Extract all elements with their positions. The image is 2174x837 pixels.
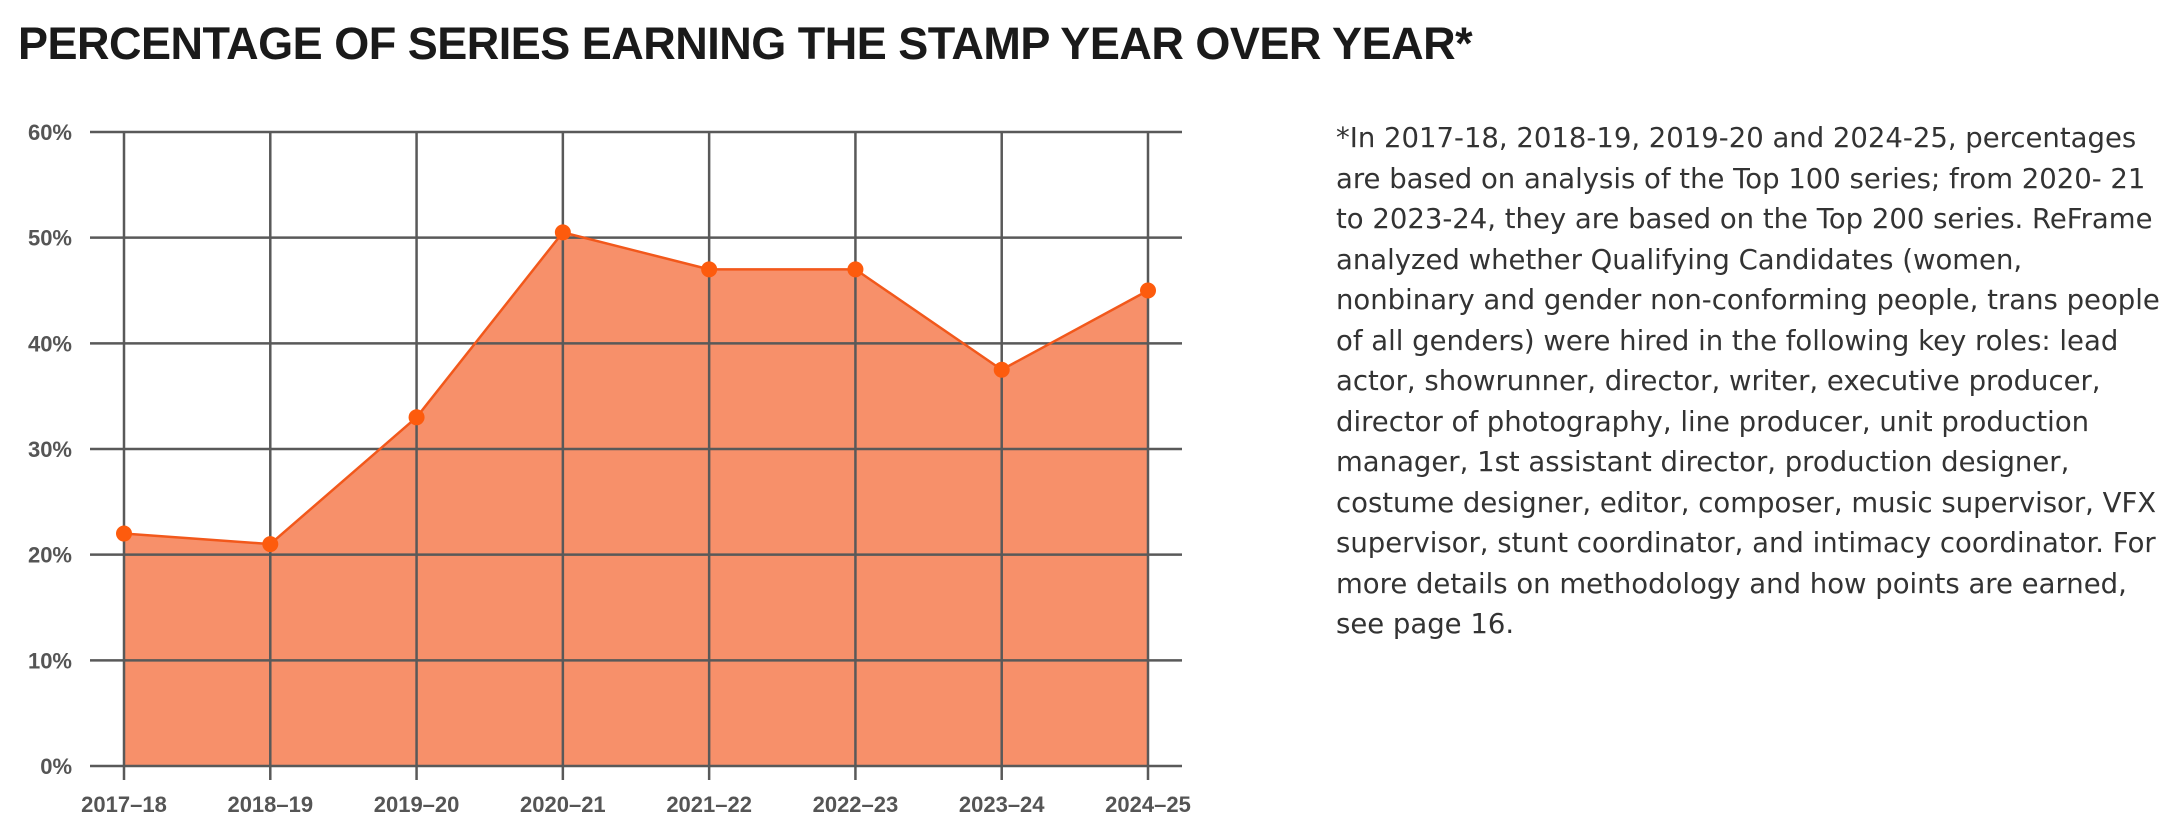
methodology-footnote: *In 2017-18, 2018-19, 2019-20 and 2024-2… — [1336, 122, 2160, 640]
y-tick-label: 40% — [28, 331, 72, 356]
data-point — [116, 525, 132, 542]
x-tick-label: 2024–25 — [1105, 792, 1191, 817]
chart-title: PERCENTAGE OF SERIES EARNING THE STAMP Y… — [18, 18, 1473, 69]
data-point — [262, 536, 279, 553]
y-tick-label: 20% — [28, 543, 72, 568]
y-tick-label: 60% — [28, 120, 72, 145]
x-tick-label: 2017–18 — [81, 792, 167, 817]
area-fill — [124, 232, 1148, 767]
x-tick-label: 2021–22 — [666, 792, 752, 817]
marker-layer — [116, 224, 1156, 553]
data-point — [993, 361, 1010, 378]
grid-layer — [90, 130, 1182, 780]
y-tick-label: 0% — [40, 754, 72, 779]
area-chart: 0% 10% 20% 30% 40% 50% 60% 2017–18 2018–19 2019–… — [28, 120, 1191, 817]
x-tick-label: 2022–23 — [813, 792, 899, 817]
data-point — [1140, 282, 1156, 299]
y-axis-tick-labels: 0% 10% 20% 30% 40% 50% 60% — [28, 120, 72, 779]
series-line — [123, 231, 1149, 546]
data-point — [701, 261, 718, 278]
data-point — [847, 261, 864, 278]
y-tick-label: 50% — [28, 226, 72, 251]
data-point — [408, 409, 425, 426]
y-tick-label: 10% — [28, 648, 72, 673]
data-point — [554, 224, 571, 241]
x-tick-label: 2023–24 — [959, 792, 1045, 817]
x-tick-label: 2018–19 — [227, 792, 313, 817]
area-layer — [124, 232, 1148, 767]
x-axis-tick-labels: 2017–18 2018–19 2019–20 2020–21 2021–22 2022–… — [81, 792, 1191, 817]
x-tick-label: 2019–20 — [374, 792, 460, 817]
line-layer — [123, 231, 1149, 546]
y-tick-label: 30% — [28, 437, 72, 462]
x-tick-label: 2020–21 — [520, 792, 606, 817]
